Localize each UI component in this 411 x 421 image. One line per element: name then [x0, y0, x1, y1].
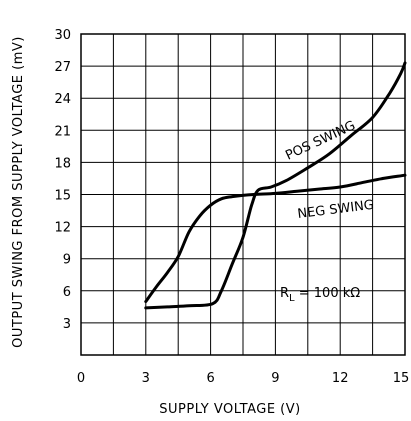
y-tick-label: 24: [54, 92, 71, 107]
y-tick-label: 21: [54, 124, 71, 139]
y-tick-label: 12: [54, 221, 71, 236]
x-tick-label: 6: [206, 371, 214, 386]
plot-frame: [80, 33, 406, 356]
x-tick-label: 9: [271, 371, 279, 386]
x-tick-labels: 0 3 6 9 12 15: [77, 371, 409, 386]
x-tick-label: 3: [142, 371, 150, 386]
y-tick-label: 30: [54, 28, 71, 43]
y-tick-label: 27: [54, 60, 71, 75]
load-resistance-text: RL = 100 kΩ: [280, 286, 360, 304]
y-axis-label: OUTPUT SWING FROM SUPPLY VOLTAGE (mV): [11, 36, 26, 348]
y-tick-labels: 3 6 9 12 15 18 21 24 27 30: [54, 28, 71, 332]
load-value: = 100 kΩ: [295, 286, 361, 301]
series-line-pos-swing: [144, 61, 407, 310]
y-tick-label: 6: [63, 285, 71, 300]
x-tick-label: 15: [393, 371, 410, 386]
series-label-neg-swing: NEG SWING: [297, 198, 375, 222]
y-tick-label: 18: [54, 156, 71, 171]
x-axis-label: SUPPLY VOLTAGE (V): [159, 402, 300, 417]
y-tick-label: 15: [54, 189, 71, 204]
load-resistance-annotation: RL = 100 kΩ: [280, 286, 360, 304]
series-group: [144, 61, 407, 310]
y-tick-label: 9: [63, 253, 71, 268]
x-tick-label: 0: [77, 371, 85, 386]
series-line-neg-swing: [144, 173, 407, 303]
x-tick-label: 12: [332, 371, 349, 386]
load-subscript: L: [289, 293, 295, 304]
load-r: R: [280, 286, 289, 301]
y-tick-label: 3: [63, 317, 71, 332]
